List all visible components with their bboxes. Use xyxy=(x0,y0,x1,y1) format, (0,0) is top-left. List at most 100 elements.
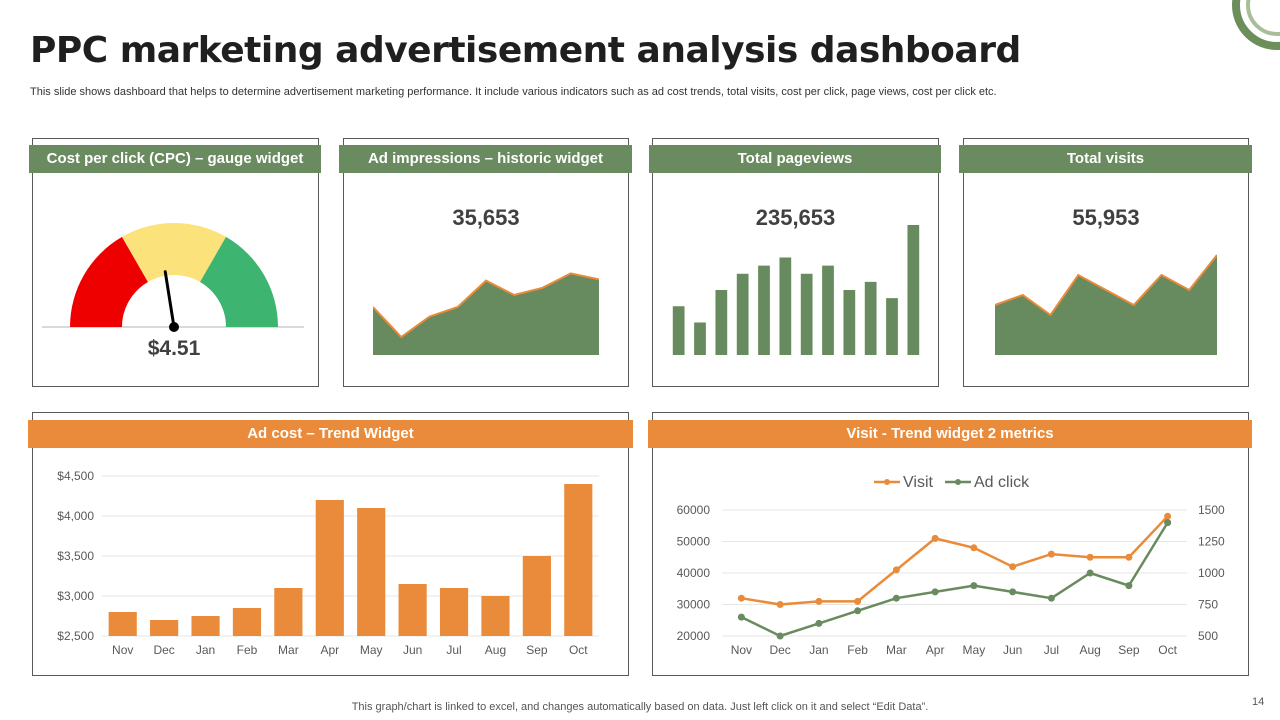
series-visit-point-8 xyxy=(1047,550,1055,558)
series-ad-click-point-10 xyxy=(1125,582,1133,590)
gauge-pivot xyxy=(169,322,179,332)
gauge-red-segment xyxy=(70,236,148,327)
visit-xtick-3: Feb xyxy=(847,643,868,657)
visit-right-ytick-3: 750 xyxy=(1198,598,1218,612)
visit-xtick-8: Jul xyxy=(1044,643,1059,657)
series-ad-click-point-5 xyxy=(931,588,939,596)
visit-xtick-1: Dec xyxy=(769,643,790,657)
visit-trend-line-chart: 60000 50000 40000 30000 20000 1500 1250 1000 750… xyxy=(677,474,1225,657)
adcost-xtick-6: May xyxy=(360,643,383,657)
series-ad-click-point-1 xyxy=(776,632,784,640)
adcost-bar-aug xyxy=(481,596,510,636)
series-visit-point-11 xyxy=(1164,512,1172,520)
adcost-bar-nov xyxy=(108,612,137,636)
adcost-xtick-9: Aug xyxy=(485,643,506,657)
visit-right-ytick-2: 1000 xyxy=(1198,566,1225,580)
adcost-xtick-8: Jul xyxy=(446,643,461,657)
adcost-xtick-0: Nov xyxy=(112,643,133,657)
series-visit-point-6 xyxy=(970,544,978,552)
adcost-xtick-5: Apr xyxy=(320,643,339,657)
adcost-ytick-0: $4,500 xyxy=(57,469,94,483)
visit-right-ytick-1: 1250 xyxy=(1198,535,1225,549)
visit-xtick-9: Aug xyxy=(1079,643,1100,657)
series-visit-point-1 xyxy=(776,601,784,608)
legend-ad-click-label: Ad click xyxy=(974,474,1030,491)
impressions-area xyxy=(373,273,599,355)
legend-ad-click-marker xyxy=(955,479,961,485)
adcost-bar-sep xyxy=(522,556,551,636)
series-ad-click-point-11 xyxy=(1164,519,1172,527)
page-subtitle: This slide shows dashboard that helps to… xyxy=(30,86,997,98)
series-visit-point-5 xyxy=(931,534,939,542)
series-visit-point-0 xyxy=(737,594,745,602)
pageviews-bar-10 xyxy=(886,298,898,355)
series-visit-point-10 xyxy=(1125,553,1133,561)
adcost-xtick-4: Mar xyxy=(278,643,299,657)
footer-note: This graph/chart is linked to excel, and… xyxy=(351,701,929,713)
impressions-line xyxy=(373,272,599,339)
page-number: 14 xyxy=(1252,696,1265,708)
adcost-xtick-3: Feb xyxy=(237,643,258,657)
visit-right-ytick-4: 500 xyxy=(1198,629,1218,643)
pageviews-bar-7 xyxy=(822,265,834,355)
pageviews-bar-5 xyxy=(779,257,792,355)
adcost-bar-jan xyxy=(191,616,220,636)
adcost-ytick-1: $4,000 xyxy=(57,509,94,523)
adcost-bar-feb xyxy=(232,608,262,636)
pageviews-bar-11 xyxy=(907,225,920,355)
pageviews-bar-6 xyxy=(800,273,813,355)
pageviews-header: Total pageviews xyxy=(649,145,941,173)
gauge-needle xyxy=(163,270,176,329)
page-title: PPC marketing advertisement analysis das… xyxy=(30,30,1021,71)
adcost-xtick-11: Oct xyxy=(569,643,588,657)
visit-left-ytick-4: 20000 xyxy=(677,629,711,643)
visit-xtick-6: May xyxy=(963,643,986,657)
visits-area xyxy=(995,255,1217,355)
adcost-xtick-1: Dec xyxy=(153,643,174,657)
visit-xtick-4: Mar xyxy=(886,643,907,657)
series-ad-click-point-3 xyxy=(854,607,862,615)
adcost-xtick-2: Jan xyxy=(196,643,215,657)
adcost-ytick-4: $2,500 xyxy=(57,629,94,643)
pageviews-bar-chart xyxy=(672,225,920,355)
gauge-yellow-segment xyxy=(122,223,226,282)
pageviews-bar-2 xyxy=(715,290,728,355)
pageviews-bar-1 xyxy=(694,322,706,355)
cpc-panel xyxy=(32,138,319,387)
cpc-header: Cost per click (CPC) – gauge widget xyxy=(29,145,321,173)
series-visit-point-7 xyxy=(1009,563,1017,571)
impressions-area-chart xyxy=(373,272,599,355)
series-ad-click-point-0 xyxy=(737,613,745,621)
adcost-xtick-10: Sep xyxy=(526,643,548,657)
cpc-gauge xyxy=(42,223,304,332)
pageviews-bar-8 xyxy=(843,290,856,355)
visit-left-ytick-2: 40000 xyxy=(677,566,711,580)
visit-left-ytick-3: 30000 xyxy=(677,598,711,612)
pageviews-bar-3 xyxy=(736,273,749,355)
visits-header: Total visits xyxy=(959,145,1252,173)
visit-left-ytick-0: 60000 xyxy=(677,503,711,517)
visit-xtick-5: Apr xyxy=(926,643,945,657)
gauge-green-segment xyxy=(200,236,278,327)
cpc-value: $4.51 xyxy=(147,337,201,360)
impressions-value: 35,653 xyxy=(452,205,520,230)
series-ad-click-point-2 xyxy=(815,619,823,627)
series-ad-click-point-9 xyxy=(1086,569,1094,577)
visit-xtick-11: Oct xyxy=(1158,643,1177,657)
legend-visit-label: Visit xyxy=(903,474,933,491)
adcost-ytick-3: $3,000 xyxy=(57,589,94,603)
visit-left-ytick-1: 50000 xyxy=(677,535,711,549)
adcost-xtick-7: Jun xyxy=(403,643,422,657)
legend-visit-marker xyxy=(884,479,890,485)
adcost-bar-may xyxy=(357,508,386,636)
visit-trend-header: Visit - Trend widget 2 metrics xyxy=(648,420,1252,448)
series-ad-click-point-4 xyxy=(892,594,900,602)
visit-trend-panel xyxy=(652,412,1249,676)
impressions-header: Ad impressions – historic widget xyxy=(339,145,632,173)
visits-area-chart xyxy=(995,254,1217,355)
adcost-ytick-2: $3,500 xyxy=(57,549,94,563)
pageviews-value: 235,653 xyxy=(755,205,836,230)
pageviews-bar-9 xyxy=(864,281,877,355)
pageviews-bar-0 xyxy=(672,306,685,355)
adcost-bar-jul xyxy=(439,588,469,636)
